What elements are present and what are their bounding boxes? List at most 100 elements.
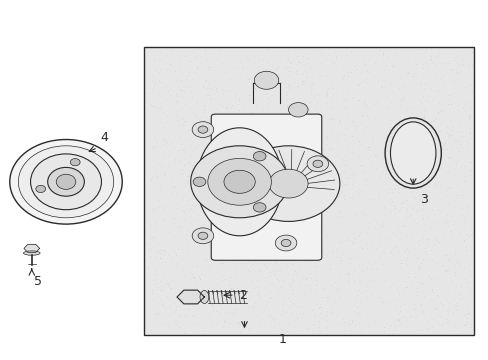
Point bbox=[299, 251, 307, 257]
Point bbox=[382, 94, 390, 100]
Point bbox=[346, 194, 353, 200]
Point bbox=[200, 117, 208, 123]
Point bbox=[462, 211, 470, 216]
Point bbox=[188, 271, 196, 277]
Point bbox=[274, 243, 282, 248]
Point bbox=[427, 257, 435, 263]
Point bbox=[414, 266, 422, 272]
Point bbox=[401, 284, 409, 290]
Point bbox=[286, 128, 294, 134]
Point bbox=[402, 315, 409, 321]
Point bbox=[150, 134, 158, 140]
Point bbox=[236, 198, 244, 204]
Point bbox=[207, 114, 215, 120]
Point bbox=[155, 69, 163, 75]
Ellipse shape bbox=[196, 128, 282, 236]
Point bbox=[183, 180, 190, 186]
Point bbox=[344, 111, 352, 117]
Text: 4: 4 bbox=[100, 131, 108, 144]
Point bbox=[427, 287, 435, 293]
Point bbox=[182, 48, 190, 54]
Point bbox=[170, 68, 178, 73]
Point bbox=[227, 165, 235, 171]
Point bbox=[435, 100, 443, 105]
Point bbox=[343, 236, 350, 242]
Point bbox=[381, 96, 388, 102]
Point bbox=[439, 320, 447, 326]
Point bbox=[198, 305, 205, 311]
Point bbox=[199, 118, 206, 124]
Point bbox=[342, 181, 350, 187]
Point bbox=[328, 98, 336, 104]
Point bbox=[228, 151, 236, 157]
Point bbox=[326, 311, 334, 316]
Point bbox=[170, 301, 178, 306]
Point bbox=[375, 235, 383, 241]
Point bbox=[361, 182, 368, 188]
Point bbox=[259, 204, 267, 210]
Point bbox=[229, 266, 237, 271]
Point bbox=[423, 242, 431, 248]
Point bbox=[214, 115, 222, 121]
Point bbox=[274, 156, 282, 161]
Point bbox=[193, 319, 201, 325]
Point bbox=[177, 115, 184, 121]
Point bbox=[275, 63, 283, 69]
Point bbox=[379, 261, 386, 267]
Point bbox=[456, 144, 464, 149]
Point bbox=[293, 67, 301, 73]
Point bbox=[458, 328, 466, 334]
Point bbox=[422, 325, 429, 331]
Point bbox=[418, 95, 426, 100]
Point bbox=[347, 238, 355, 244]
Point bbox=[377, 77, 385, 83]
Point bbox=[173, 93, 181, 99]
Point bbox=[161, 171, 168, 177]
Point bbox=[387, 63, 395, 69]
Point bbox=[287, 87, 295, 93]
Point bbox=[270, 57, 278, 63]
Point bbox=[444, 165, 452, 170]
Point bbox=[300, 251, 308, 257]
Point bbox=[228, 176, 236, 182]
Point bbox=[445, 300, 452, 306]
Point bbox=[170, 144, 178, 150]
Point bbox=[454, 148, 462, 154]
Point bbox=[416, 155, 424, 161]
Point bbox=[431, 62, 439, 67]
Point bbox=[467, 159, 474, 165]
Point bbox=[291, 169, 299, 175]
Point bbox=[377, 219, 385, 224]
Point bbox=[164, 88, 172, 94]
Point bbox=[357, 162, 365, 168]
Point bbox=[414, 167, 422, 172]
Point bbox=[173, 323, 181, 328]
Point bbox=[413, 129, 421, 135]
Point bbox=[337, 157, 345, 162]
Point bbox=[433, 88, 441, 94]
Point bbox=[313, 279, 321, 284]
Point bbox=[416, 310, 424, 315]
Point bbox=[233, 165, 241, 171]
Point bbox=[400, 173, 408, 179]
Point bbox=[337, 228, 345, 234]
Point bbox=[152, 170, 160, 176]
Point bbox=[178, 147, 186, 153]
Point bbox=[368, 136, 376, 142]
Point bbox=[333, 144, 341, 150]
Point bbox=[160, 171, 167, 176]
Point bbox=[203, 57, 210, 63]
Point bbox=[347, 240, 355, 246]
Point bbox=[332, 213, 340, 219]
Point bbox=[291, 71, 299, 77]
Point bbox=[421, 146, 429, 152]
Point bbox=[233, 165, 241, 170]
Point bbox=[284, 270, 291, 276]
Point bbox=[337, 240, 345, 246]
Point bbox=[356, 158, 364, 164]
Point bbox=[241, 183, 249, 188]
Circle shape bbox=[207, 158, 271, 205]
Point bbox=[437, 60, 445, 66]
Point bbox=[311, 93, 319, 98]
Point bbox=[172, 91, 180, 97]
